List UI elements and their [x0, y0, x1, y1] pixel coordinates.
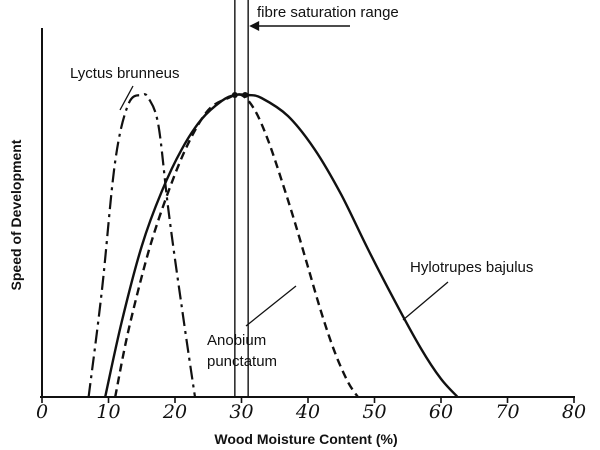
series-line-hylotrupes-bajulus [104, 93, 459, 398]
y-axis-title: Speed of Development [8, 139, 24, 290]
x-ticks: 0 10 20 30 40 50 60 70 80 [36, 397, 586, 423]
x-axis-title: Wood Moisture Content (%) [214, 431, 397, 447]
anobium-label-line1: Anobium [207, 332, 266, 349]
lyctus-leader [119, 85, 134, 111]
anobium-label-line2: punctatum [207, 353, 277, 370]
fsr-arrow-head [249, 21, 260, 31]
x-tick-label: 60 [429, 401, 453, 423]
x-tick-label: 70 [495, 401, 519, 423]
fsr-label: fibre saturation range [257, 4, 399, 21]
hylotrupes-label: Hylotrupes bajulus [410, 259, 533, 276]
x-tick-label: 20 [162, 401, 187, 423]
series-line-lyctus-brunneus [87, 93, 197, 398]
lyctus-label: Lyctus brunneus [70, 65, 180, 82]
hylotrupes-leader [402, 281, 449, 321]
peak-dot-right [242, 92, 249, 98]
x-tick-label: 40 [295, 401, 320, 423]
x-tick-label: 30 [229, 401, 253, 423]
series-line-anobium-punctatum [114, 93, 359, 398]
x-tick-label: 50 [362, 401, 386, 423]
peak-dot-left [231, 92, 238, 98]
x-tick-label: 80 [562, 401, 586, 423]
x-tick-label: 0 [36, 401, 48, 423]
x-tick-label: 10 [96, 401, 120, 423]
anobium-leader [245, 285, 297, 327]
